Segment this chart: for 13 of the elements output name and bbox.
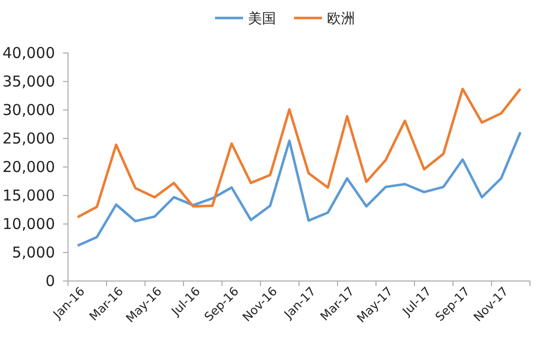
y-tick-label: 15,000 [2,186,55,204]
y-tick-label: 25,000 [2,129,55,148]
line-series [76,88,522,218]
y-tick-label: 0 [45,272,55,290]
y-tick-label: 35,000 [2,72,55,90]
line-series [76,130,522,247]
y-tick-label: 5,000 [12,243,55,262]
y-tick-label: 30,000 [2,100,55,119]
y-tick-label: 40,000 [2,44,55,62]
legend-label: 欧洲 [327,11,355,27]
y-tick-label: 10,000 [2,214,55,233]
legend-label: 美国 [248,11,276,27]
y-tick-label: 20,000 [2,158,55,176]
